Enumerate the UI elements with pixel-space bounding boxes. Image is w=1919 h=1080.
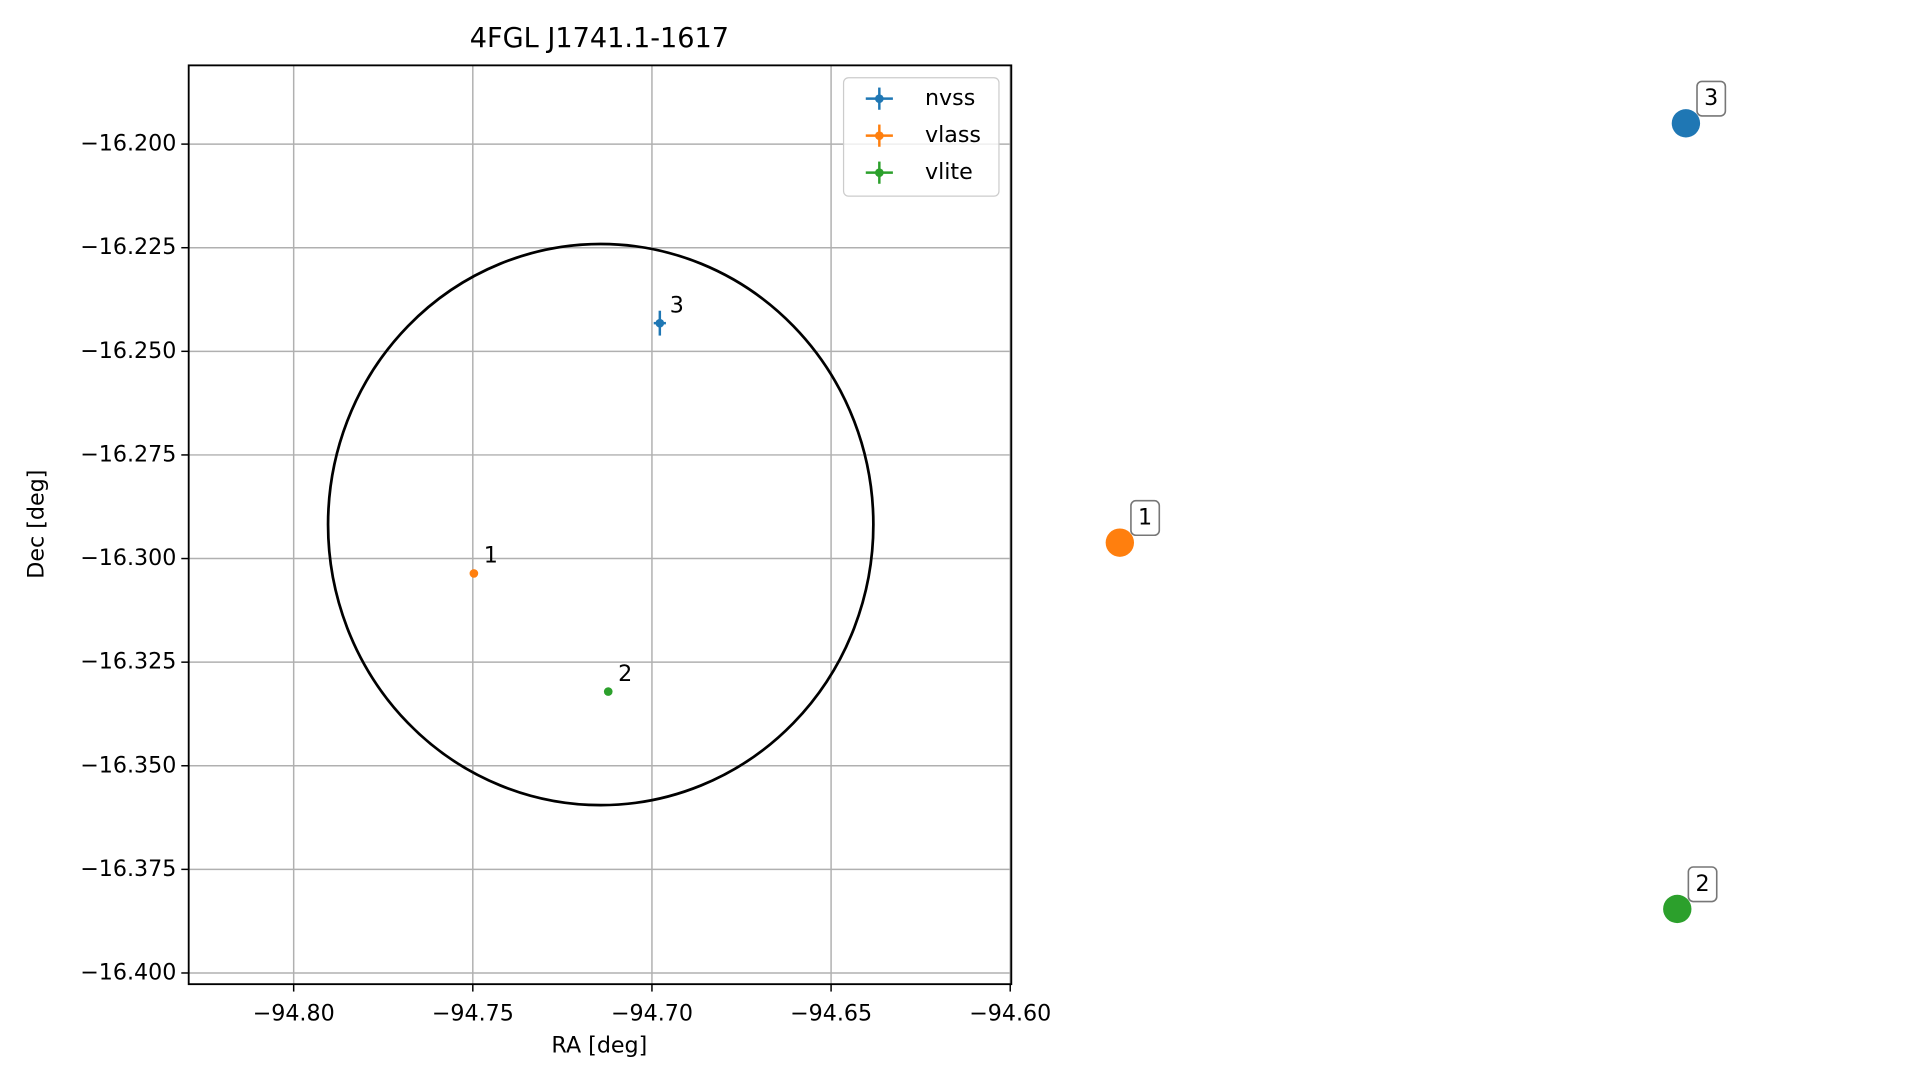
y-tick-label: −16.375 — [80, 856, 176, 882]
source-marker — [1663, 894, 1692, 924]
legend-swatch — [875, 168, 884, 177]
source-label-box — [1687, 866, 1718, 903]
point-label: 2 — [618, 661, 632, 687]
chart-title: 4FGL J1741.1-1617 — [470, 23, 729, 54]
point — [655, 318, 665, 328]
point — [603, 687, 613, 696]
y-tick-label: −16.250 — [80, 338, 176, 364]
x-tick-label: −94.80 — [253, 1000, 335, 1026]
legend-label: nvss — [925, 85, 975, 111]
x-tick-label: −94.60 — [969, 1000, 1051, 1026]
x-tick-label: −94.65 — [790, 1000, 872, 1026]
legend-box — [842, 77, 1000, 197]
plot-frame — [187, 64, 1013, 986]
error-ellipse — [326, 242, 875, 807]
y-tick-label: −16.275 — [80, 441, 176, 467]
y-tick-label: −16.225 — [80, 234, 176, 260]
source-label: 2 — [1695, 871, 1709, 897]
point-label: 1 — [484, 543, 498, 569]
y-tick-label: −16.400 — [80, 959, 176, 985]
y-tick-label: −16.325 — [80, 649, 176, 675]
legend-swatch — [875, 131, 884, 140]
x-tick-label: −94.75 — [432, 1000, 514, 1026]
x-tick-label: −94.70 — [611, 1000, 693, 1026]
source-label-box — [1130, 499, 1161, 537]
source-label: 3 — [1704, 85, 1718, 111]
source-marker — [1105, 528, 1135, 557]
source-marker — [1671, 109, 1701, 138]
source-label-box — [1696, 80, 1727, 117]
y-tick-label: −16.350 — [80, 752, 176, 778]
y-tick-label: −16.300 — [80, 545, 176, 571]
y-tick-label: −16.200 — [80, 131, 176, 157]
x-axis-label: RA [deg] — [551, 1032, 647, 1058]
legend-swatch — [875, 94, 884, 103]
point — [469, 569, 479, 578]
legend-label: vlass — [925, 122, 981, 148]
point-label: 3 — [670, 292, 684, 318]
y-axis-label: Dec [deg] — [23, 470, 49, 579]
legend-label: vlite — [925, 159, 973, 185]
source-label: 1 — [1138, 504, 1152, 530]
